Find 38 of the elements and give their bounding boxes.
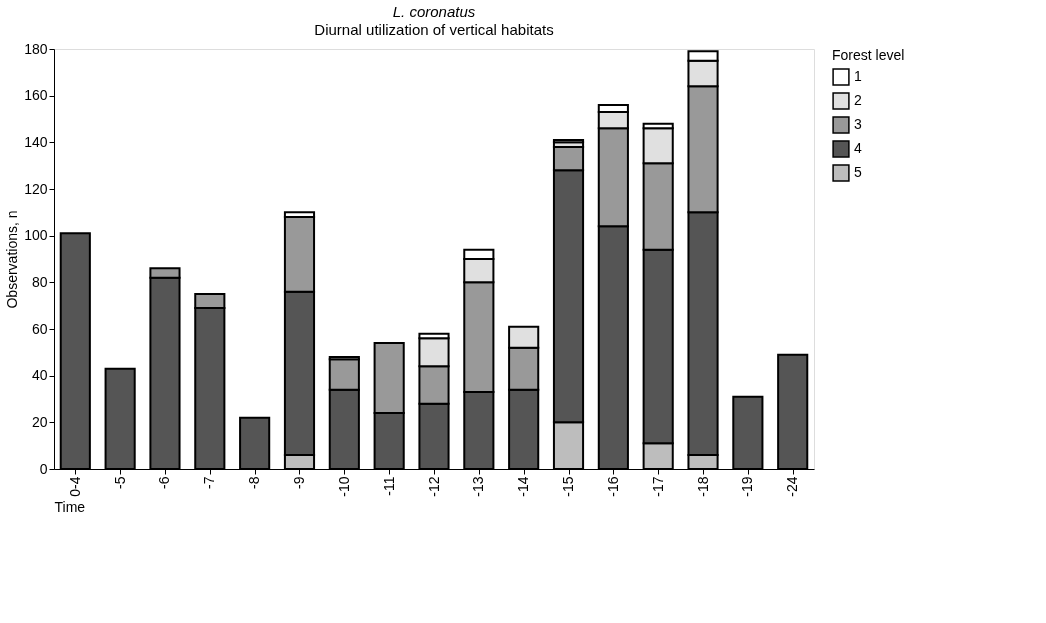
x-tick-label: -5 xyxy=(111,476,128,489)
x-tick-label: -15 xyxy=(560,476,577,497)
x-tick-label: -7 xyxy=(201,476,218,489)
y-tick-label: 80 xyxy=(31,273,48,290)
legend-label: 2 xyxy=(854,92,862,108)
y-tick-label: 20 xyxy=(31,413,48,430)
y-tick-label: 0 xyxy=(39,460,48,477)
x-tick-label: -13 xyxy=(470,476,487,497)
y-tick-label: 40 xyxy=(31,367,48,384)
x-tick-label: -8 xyxy=(246,476,263,489)
y-tick-label: 60 xyxy=(31,320,48,337)
bar xyxy=(552,139,585,144)
legend-title: Forest level xyxy=(832,47,905,63)
x-tick-label: 0-4 xyxy=(66,476,83,497)
x-tick-label: -12 xyxy=(425,476,442,497)
x-tick-label: -9 xyxy=(290,476,307,489)
legend-label: 1 xyxy=(854,68,862,84)
x-tick-label: -11 xyxy=(380,476,397,496)
y-axis-title: Observations, n xyxy=(4,210,21,309)
x-tick-label: -14 xyxy=(515,476,532,497)
chart-title: L. coronatus xyxy=(392,3,476,20)
x-tick-label: -18 xyxy=(694,476,711,497)
legend-label: 3 xyxy=(854,116,862,132)
x-tick-label: -24 xyxy=(784,476,801,497)
x-tick-label: -17 xyxy=(649,476,666,497)
x-tick-label: -6 xyxy=(156,476,173,489)
y-tick-label: 140 xyxy=(24,133,48,150)
y-tick-label: 120 xyxy=(24,180,48,197)
y-tick-label: 180 xyxy=(24,40,48,57)
x-axis-title: Time xyxy=(54,498,86,515)
chart-subtitle: Diurnal utilization of vertical habitats xyxy=(314,21,554,38)
x-tick-label: -10 xyxy=(335,476,352,497)
x-tick-label: -19 xyxy=(739,476,756,497)
y-tick-label: 100 xyxy=(24,227,48,244)
x-tick-label: -16 xyxy=(604,476,621,497)
legend-label: 4 xyxy=(854,140,862,156)
y-tick-label: 160 xyxy=(24,87,48,104)
legend-label: 5 xyxy=(854,164,862,180)
